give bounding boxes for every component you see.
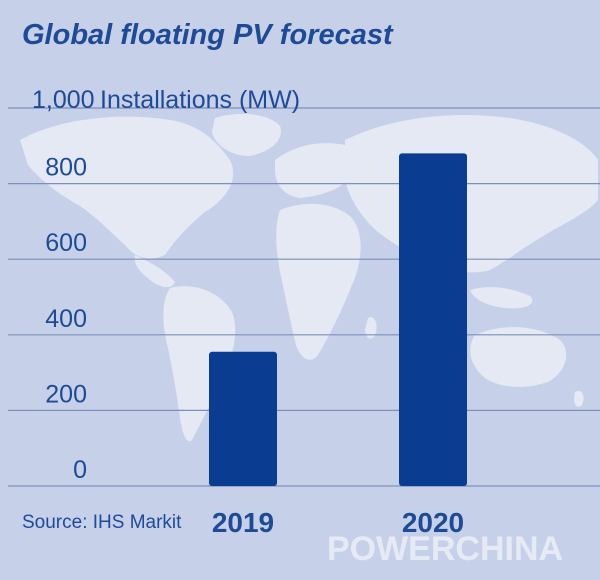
x-category-label: 2019 — [212, 507, 274, 538]
watermark: POWERCHINA — [327, 530, 563, 568]
x-axis-categories: 2019 2020 — [212, 507, 464, 538]
y-axis-ticks: 0 200 400 600 800 1,000 — [32, 86, 95, 484]
bar-2020 — [399, 153, 467, 487]
chart-title: Global floating PV forecast — [22, 19, 394, 51]
bars — [209, 153, 467, 487]
world-map-background — [20, 113, 598, 442]
y-tick-label: 200 — [45, 380, 87, 408]
bar-2019 — [209, 351, 277, 486]
x-category-label: 2020 — [402, 507, 464, 538]
gridlines — [8, 107, 600, 487]
y-tick-label: 400 — [45, 305, 87, 333]
y-tick-label: 0 — [73, 456, 87, 484]
y-axis-label: Installations (MW) — [100, 86, 300, 114]
y-tick-label: 600 — [45, 229, 87, 257]
y-tick-label: 800 — [45, 154, 87, 182]
y-tick-label: 1,000 — [32, 86, 95, 114]
source-note: Source: IHS Markit — [22, 512, 182, 533]
